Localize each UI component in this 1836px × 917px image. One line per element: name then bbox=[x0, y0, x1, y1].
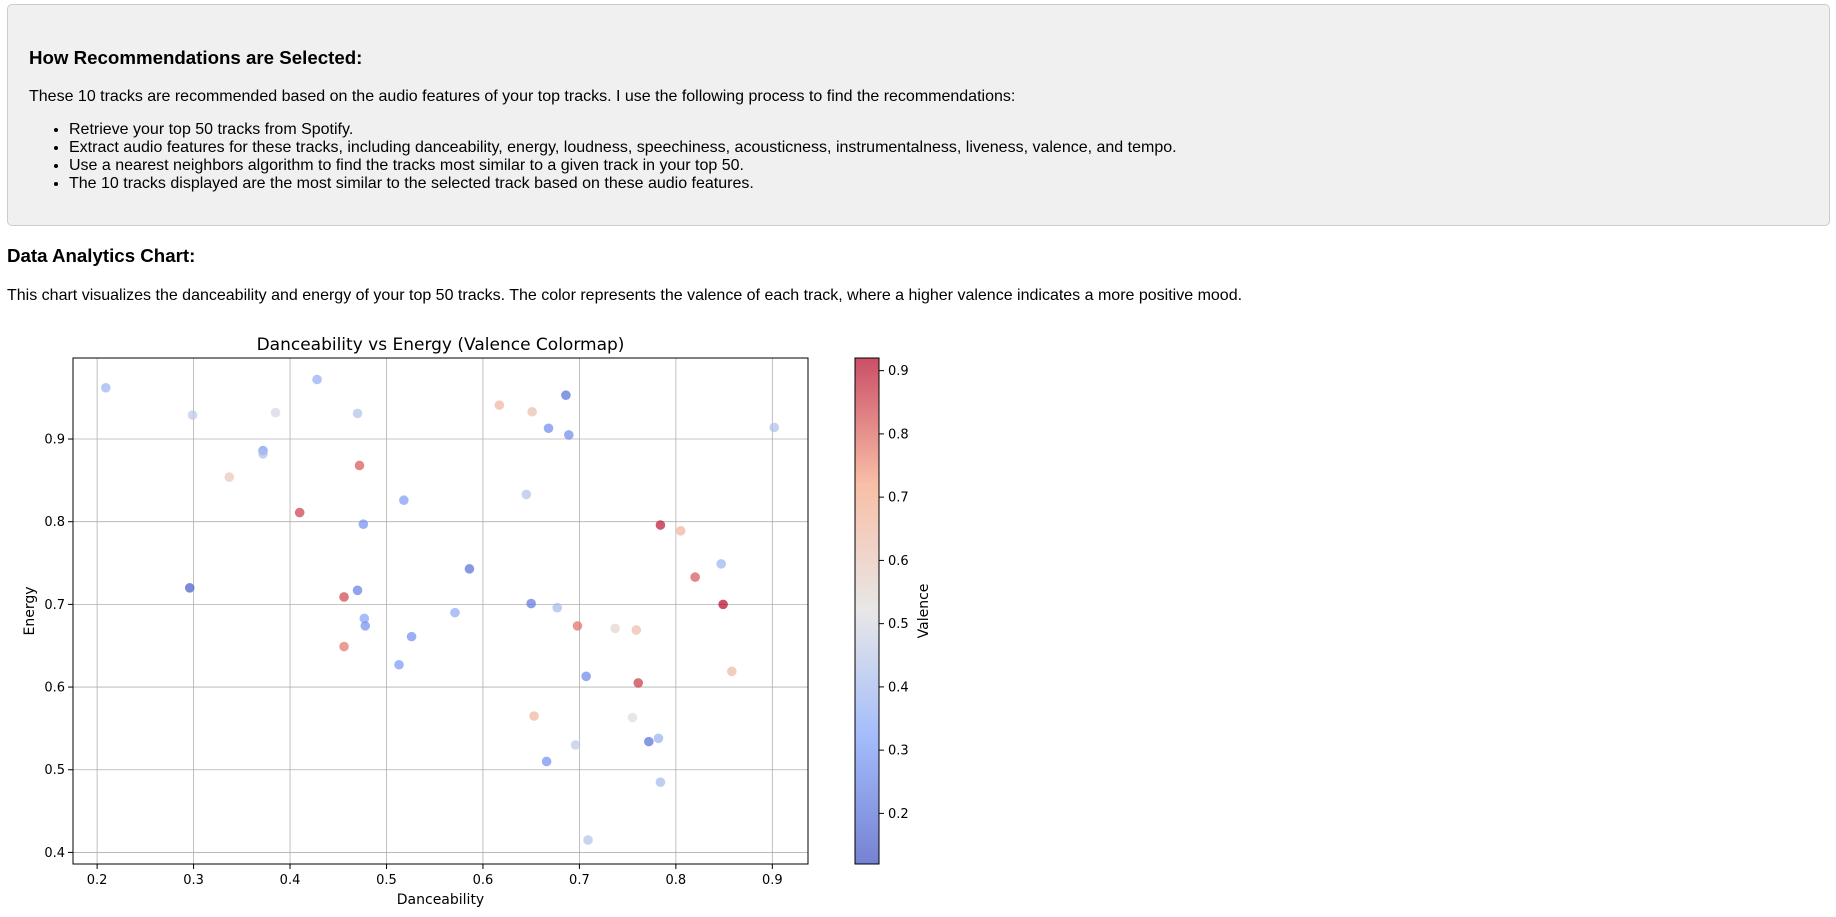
x-tick-label: 0.9 bbox=[762, 873, 783, 888]
scatter-point bbox=[633, 678, 644, 688]
process-steps-list: Retrieve your top 50 tracks from Spotify… bbox=[29, 121, 1177, 193]
scatter-point bbox=[450, 607, 460, 618]
process-step: Retrieve your top 50 tracks from Spotify… bbox=[69, 121, 1177, 139]
x-tick-label: 0.6 bbox=[473, 873, 494, 888]
process-step: The 10 tracks displayed are the most sim… bbox=[69, 175, 1177, 193]
scatter-point bbox=[655, 777, 666, 787]
scatter-point bbox=[184, 583, 195, 593]
scatter-point bbox=[352, 585, 363, 596]
y-tick-label: 0.7 bbox=[44, 598, 65, 613]
scatter-chart: 0.2 0.3 0.4 0.5 0.6 0.7 0.8 0.9 0.4 0.5 0.6 0.7 0.8 0… bbox=[22, 335, 932, 908]
y-tick-label: 0.8 bbox=[44, 515, 65, 530]
scatter-point bbox=[339, 592, 349, 602]
x-tick-label: 0.2 bbox=[87, 873, 108, 888]
chart-title: Danceability vs Energy (Valence Colormap… bbox=[257, 335, 625, 355]
scatter-point bbox=[354, 460, 365, 471]
process-step: Extract audio features for these tracks,… bbox=[69, 139, 1177, 157]
scatter-point bbox=[294, 507, 305, 518]
x-tick-label: 0.5 bbox=[376, 873, 397, 888]
colorbar-tick-label: 0.5 bbox=[888, 617, 909, 632]
scatter-point bbox=[675, 526, 686, 536]
scatter-point bbox=[690, 572, 700, 582]
colorbar-tick-label: 0.2 bbox=[888, 807, 909, 822]
scatter-point bbox=[360, 621, 371, 631]
recommendation-info-box: How Recommendations are Selected: These … bbox=[7, 4, 1830, 226]
scatter-point bbox=[726, 666, 737, 677]
scatter-point bbox=[563, 430, 574, 440]
scatter-point bbox=[339, 641, 349, 652]
colorbar-tick-label: 0.6 bbox=[888, 554, 909, 569]
scatter-point bbox=[581, 671, 591, 682]
scatter-point bbox=[406, 631, 417, 642]
scatter-point bbox=[100, 382, 111, 393]
colorbar-tick-label: 0.4 bbox=[888, 680, 909, 695]
scatter-point bbox=[541, 756, 552, 767]
scatter-point bbox=[464, 564, 475, 574]
scatter-point bbox=[358, 519, 369, 529]
y-axis-label: Energy bbox=[22, 586, 38, 635]
scatter-point bbox=[769, 422, 780, 433]
scatter-point bbox=[543, 423, 554, 434]
chart-section-description: This chart visualizes the danceability a… bbox=[7, 287, 1243, 304]
scatter-point bbox=[224, 472, 235, 482]
scatter-point bbox=[529, 711, 539, 721]
colorbar-tick-label: 0.9 bbox=[888, 364, 909, 379]
x-tick-label: 0.3 bbox=[183, 873, 204, 888]
scatter-point bbox=[716, 559, 726, 569]
x-axis-label: Danceability bbox=[397, 892, 484, 908]
scatter-point bbox=[644, 736, 654, 747]
scatter-point bbox=[610, 623, 620, 634]
scatter-point bbox=[187, 410, 198, 420]
x-tick-label: 0.4 bbox=[280, 873, 301, 888]
plot-frame bbox=[72, 357, 809, 865]
scatter-point bbox=[718, 599, 728, 610]
scatter-point bbox=[627, 712, 638, 723]
scatter-point bbox=[394, 659, 404, 670]
scatter-point bbox=[653, 733, 664, 744]
scatter-point bbox=[631, 625, 642, 635]
y-tick-label: 0.9 bbox=[44, 433, 65, 448]
scatter-point bbox=[561, 390, 571, 401]
scatter-point bbox=[312, 374, 322, 385]
y-tick-label: 0.5 bbox=[44, 763, 65, 778]
scatter-point bbox=[655, 520, 666, 530]
scatter-point bbox=[258, 449, 268, 459]
colorbar-tick-label: 0.3 bbox=[888, 744, 909, 759]
scatter-point bbox=[527, 406, 537, 417]
y-tick-label: 0.4 bbox=[44, 846, 65, 861]
scatter-point bbox=[270, 407, 281, 418]
info-title: How Recommendations are Selected: bbox=[29, 47, 363, 68]
scatter-point bbox=[583, 835, 593, 845]
chart-container: 0.2 0.3 0.4 0.5 0.6 0.7 0.8 0.9 0.4 0.5 0.6 0.7 0.8 0… bbox=[0, 326, 960, 912]
chart-section-title: Data Analytics Chart: bbox=[7, 245, 196, 266]
process-step: Use a nearest neighbors algorithm to fin… bbox=[69, 157, 1177, 175]
colorbar-tick-label: 0.8 bbox=[888, 427, 909, 442]
info-intro: These 10 tracks are recommended based on… bbox=[29, 88, 1016, 105]
colorbar-label: Valence bbox=[916, 584, 932, 639]
scatter-point bbox=[494, 400, 505, 410]
scatter-point bbox=[572, 621, 583, 631]
x-tick-label: 0.8 bbox=[666, 873, 687, 888]
scatter-point bbox=[526, 598, 536, 609]
colorbar-tick-label: 0.7 bbox=[888, 491, 909, 506]
scatter-point bbox=[352, 408, 363, 419]
x-tick-label: 0.7 bbox=[569, 873, 590, 888]
y-tick-label: 0.6 bbox=[44, 681, 65, 696]
scatter-point bbox=[399, 495, 409, 506]
scatter-point bbox=[521, 489, 532, 500]
scatter-point bbox=[359, 613, 370, 624]
scatter-point bbox=[552, 602, 563, 613]
colorbar bbox=[854, 357, 880, 865]
scatter-point bbox=[570, 740, 581, 750]
